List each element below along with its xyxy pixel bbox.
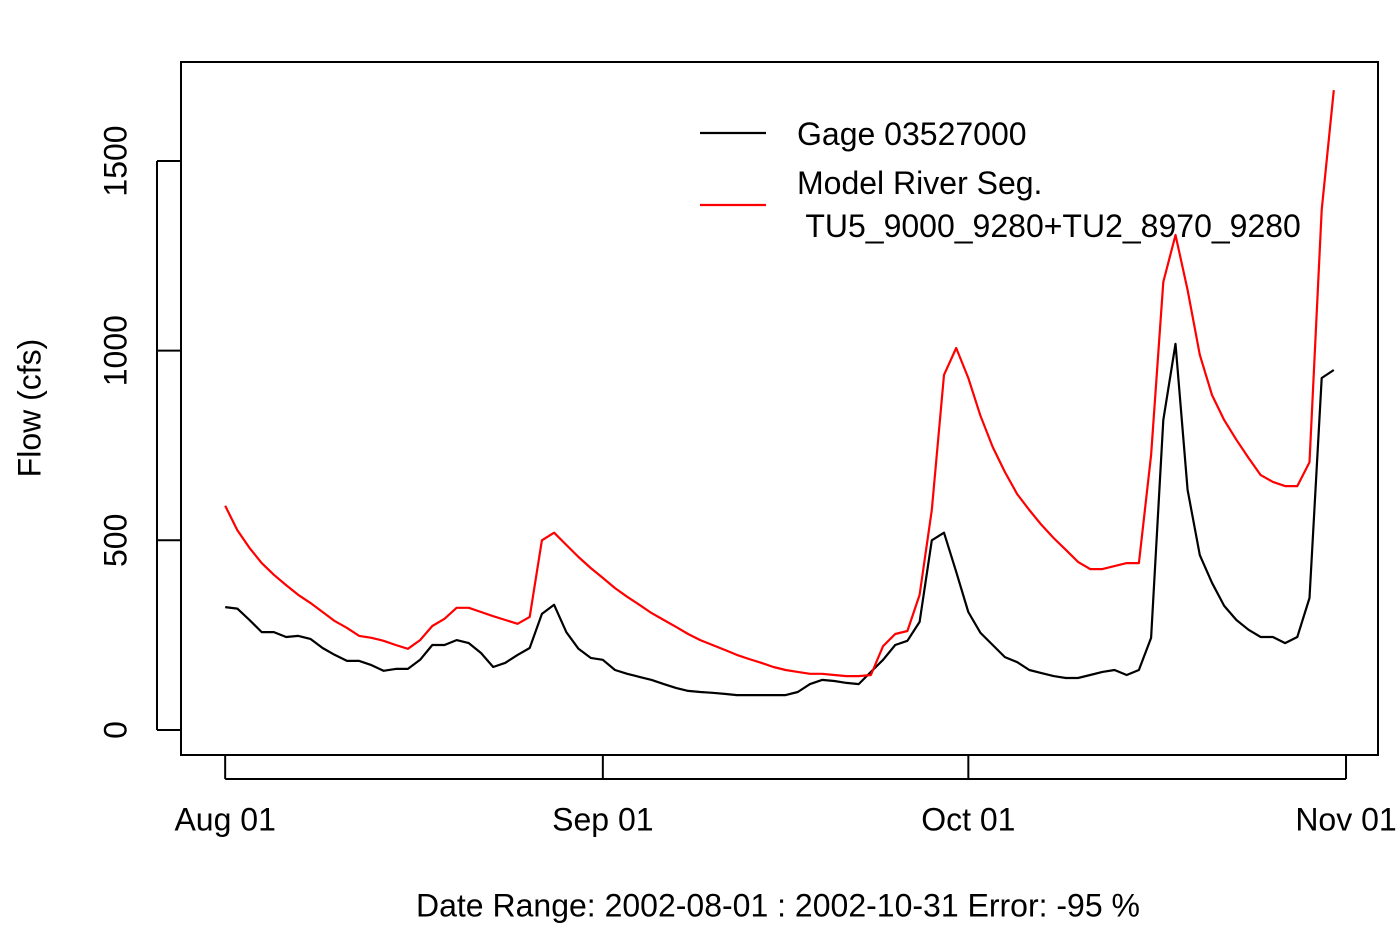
plot-box: [180, 61, 1379, 756]
y-tick-label: 1500: [97, 125, 133, 196]
legend-label: Model River Seg. TU5_9000_9280+TU2_8970_…: [797, 165, 1301, 244]
legend-label-line: Gage 03527000: [797, 116, 1027, 152]
x-tick-label: Nov 01: [1295, 801, 1396, 837]
series-line: [225, 342, 1335, 697]
series-line: [224, 89, 1335, 678]
legend-label-line: Model River Seg.: [797, 165, 1042, 201]
x-tick-label: Oct 01: [921, 801, 1015, 837]
y-tick-label: 0: [97, 721, 133, 739]
x-axis-label: Date Range: 2002-08-01 : 2002-10-31 Erro…: [416, 887, 1140, 923]
legend-label-line: TU5_9000_9280+TU2_8970_9280: [797, 208, 1301, 244]
y-tick-label: 1000: [97, 315, 133, 386]
legend-label: Gage 03527000: [797, 116, 1027, 152]
x-tick-label: Aug 01: [174, 801, 275, 837]
y-axis-label: Flow (cfs): [11, 339, 47, 478]
x-tick-label: Sep 01: [552, 801, 653, 837]
y-tick-label: 500: [97, 514, 133, 567]
